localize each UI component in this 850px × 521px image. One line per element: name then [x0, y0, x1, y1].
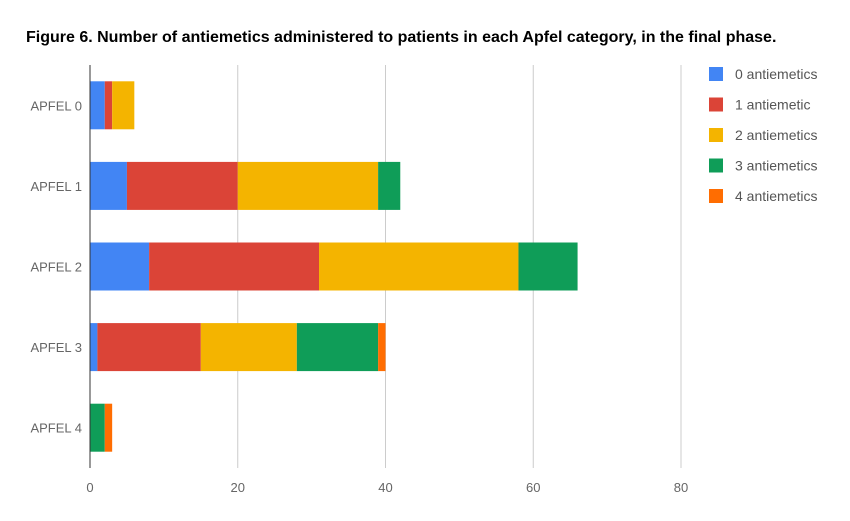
- x-tick-label: 40: [378, 480, 392, 495]
- y-tick-label: APFEL 2: [30, 260, 82, 275]
- legend-swatch: [709, 189, 723, 203]
- bar-segment: [126, 161, 238, 210]
- legend-label: 3 antiemetics: [735, 158, 817, 174]
- legend-label: 4 antiemetics: [735, 188, 817, 204]
- y-tick-labels: APFEL 0 APFEL 1 APFEL 2 APFEL 3 APFEL 4: [30, 98, 82, 435]
- bar-segment: [319, 242, 519, 291]
- legend-swatch: [709, 158, 723, 173]
- bar-segment: [149, 242, 320, 291]
- legend-swatch: [709, 128, 723, 142]
- bar-segment: [90, 161, 127, 210]
- legend-label: 2 antiemetics: [735, 127, 817, 143]
- bar-segment: [112, 81, 135, 130]
- legend-label: 0 antiemetics: [735, 66, 817, 82]
- bar-segment: [518, 242, 578, 291]
- legend-swatch: [709, 67, 723, 81]
- x-tick-label: 80: [674, 480, 688, 495]
- bar-segment: [97, 323, 201, 372]
- bar-segment: [104, 81, 113, 130]
- y-tick-label: APFEL 3: [30, 340, 82, 355]
- bar-segment: [104, 403, 113, 452]
- legend: 0 antiemetics 1 antiemetic 2 antiemetics 3 …: [709, 66, 817, 204]
- y-tick-label: APFEL 1: [30, 179, 82, 194]
- bar-segment: [378, 161, 401, 210]
- x-tick-label: 0: [86, 480, 93, 495]
- legend-label: 1 antiemetic: [735, 97, 810, 113]
- bar-segment: [200, 323, 297, 372]
- bars: [90, 81, 578, 452]
- x-tick-labels: 0 20 40 60 80: [86, 480, 688, 495]
- bar-segment: [378, 323, 386, 372]
- bar-segment: [90, 403, 105, 452]
- legend-swatch: [709, 97, 723, 112]
- bar-segment: [90, 323, 98, 372]
- chart-title: Figure 6. Number of antiemetics administ…: [26, 29, 776, 46]
- bar-segment: [90, 81, 105, 130]
- bar-segment: [237, 161, 379, 210]
- bar-segment: [296, 323, 379, 372]
- y-tick-label: APFEL 4: [30, 421, 82, 436]
- bar-segment: [90, 242, 150, 291]
- x-tick-label: 20: [231, 480, 245, 495]
- x-tick-label: 60: [526, 480, 540, 495]
- y-tick-label: APFEL 0: [30, 98, 82, 113]
